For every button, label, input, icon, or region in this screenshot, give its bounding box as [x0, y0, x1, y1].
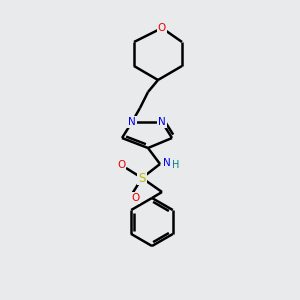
Text: H: H: [172, 160, 180, 170]
Text: N: N: [128, 117, 136, 127]
Text: N: N: [158, 117, 166, 127]
Text: N: N: [163, 158, 171, 168]
Text: O: O: [117, 160, 125, 170]
Text: O: O: [131, 193, 139, 203]
Text: O: O: [158, 23, 166, 33]
Text: S: S: [138, 172, 146, 184]
